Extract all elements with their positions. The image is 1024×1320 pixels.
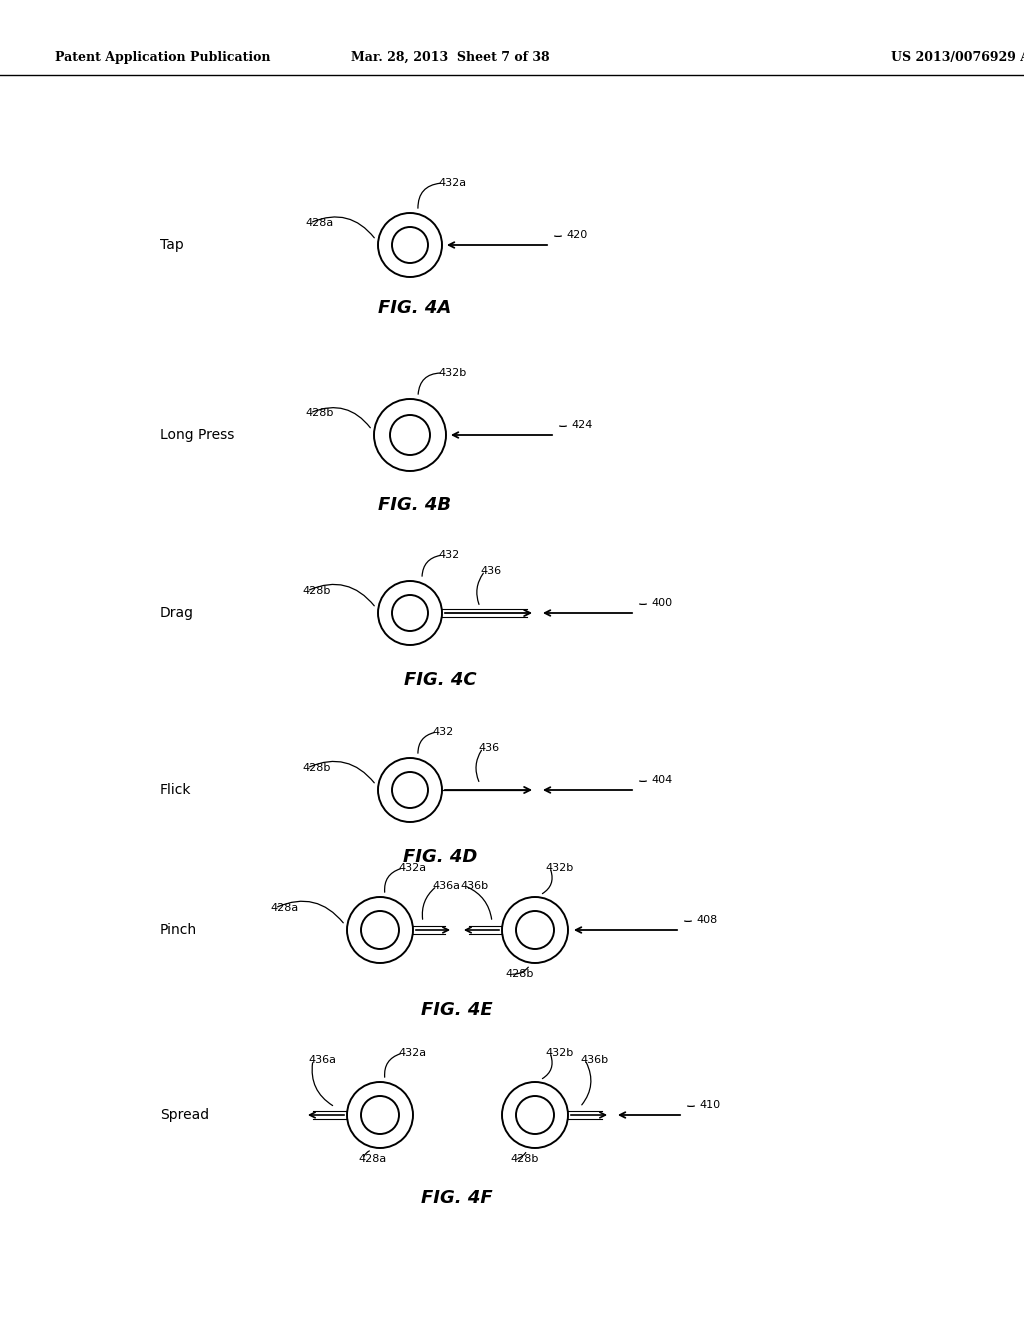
Text: 432b: 432b bbox=[438, 368, 466, 378]
Text: 428b: 428b bbox=[510, 1154, 539, 1164]
Text: 432a: 432a bbox=[438, 178, 466, 187]
Text: 432: 432 bbox=[438, 550, 459, 560]
Text: Drag: Drag bbox=[160, 606, 194, 620]
Text: 408: 408 bbox=[696, 915, 717, 925]
Text: US 2013/0076929 A1: US 2013/0076929 A1 bbox=[891, 50, 1024, 63]
Text: 400: 400 bbox=[651, 598, 672, 609]
Text: 410: 410 bbox=[699, 1100, 720, 1110]
Text: 436b: 436b bbox=[580, 1055, 608, 1065]
Text: Patent Application Publication: Patent Application Publication bbox=[55, 50, 270, 63]
Text: 432a: 432a bbox=[398, 863, 426, 873]
Text: 436b: 436b bbox=[460, 880, 488, 891]
Text: FIG. 4F: FIG. 4F bbox=[421, 1189, 493, 1206]
Text: FIG. 4C: FIG. 4C bbox=[403, 671, 476, 689]
Text: Spread: Spread bbox=[160, 1107, 209, 1122]
Text: Mar. 28, 2013  Sheet 7 of 38: Mar. 28, 2013 Sheet 7 of 38 bbox=[351, 50, 550, 63]
Text: FIG. 4B: FIG. 4B bbox=[379, 496, 452, 513]
Text: FIG. 4E: FIG. 4E bbox=[421, 1001, 493, 1019]
Text: 436a: 436a bbox=[308, 1055, 336, 1065]
Text: 436: 436 bbox=[478, 743, 499, 752]
Text: 432b: 432b bbox=[545, 1048, 573, 1059]
Text: 432b: 432b bbox=[545, 863, 573, 873]
Text: 428b: 428b bbox=[305, 408, 334, 418]
Text: 420: 420 bbox=[566, 230, 587, 240]
Text: Flick: Flick bbox=[160, 783, 191, 797]
Text: 428a: 428a bbox=[305, 218, 333, 228]
Text: 428b: 428b bbox=[302, 763, 331, 774]
Text: 428b: 428b bbox=[302, 586, 331, 597]
Text: 432: 432 bbox=[432, 727, 454, 737]
Text: Pinch: Pinch bbox=[160, 923, 198, 937]
Text: 428a: 428a bbox=[270, 903, 298, 913]
Text: FIG. 4D: FIG. 4D bbox=[402, 847, 477, 866]
Text: Long Press: Long Press bbox=[160, 428, 234, 442]
Text: 432a: 432a bbox=[398, 1048, 426, 1059]
Text: 428a: 428a bbox=[358, 1154, 386, 1164]
Text: Tap: Tap bbox=[160, 238, 183, 252]
Text: 436a: 436a bbox=[432, 880, 460, 891]
Text: 436: 436 bbox=[480, 566, 501, 576]
Text: 424: 424 bbox=[571, 420, 592, 430]
Text: 404: 404 bbox=[651, 775, 672, 785]
Text: FIG. 4A: FIG. 4A bbox=[379, 300, 452, 317]
Text: 428b: 428b bbox=[505, 969, 534, 979]
